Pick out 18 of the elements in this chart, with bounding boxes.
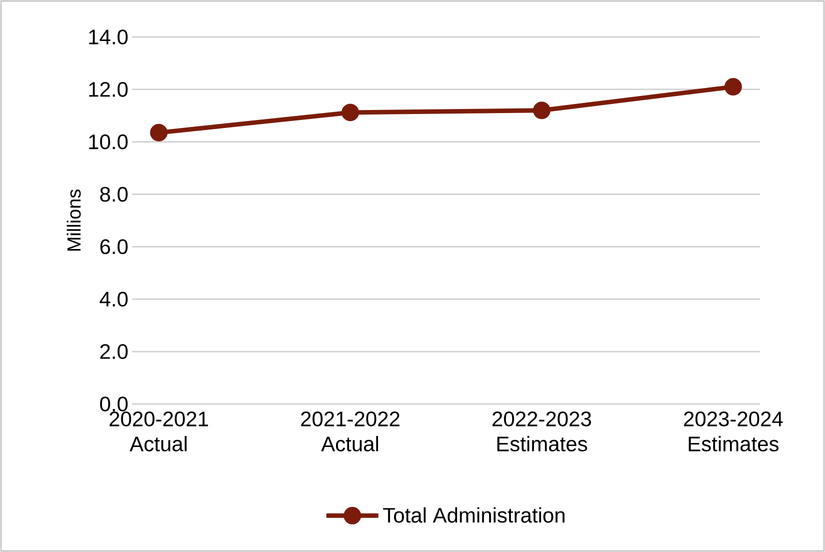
legend-label: Total Administration — [383, 507, 564, 523]
point — [150, 124, 168, 142]
point — [342, 104, 360, 122]
x-tick-label: 2022-2023 Estimates — [492, 412, 592, 452]
y-tick-label: 2.0 — [100, 344, 128, 360]
x-tick-label: 2023-2024 Estimates — [684, 412, 783, 452]
y-tick-label: 10.0 — [89, 134, 128, 150]
y-tick-label: 8.0 — [100, 186, 128, 202]
y-tick-label: 0.0 — [100, 396, 128, 412]
point — [532, 102, 550, 120]
y-tick-label: 14.0 — [89, 30, 128, 44]
y-tick-label: 6.0 — [100, 239, 128, 254]
point — [724, 78, 742, 96]
y-axis-title: Millions — [66, 190, 81, 251]
y-tick-label: 4.0 — [100, 292, 128, 307]
x-tick-label: 2021-2022 Actual — [301, 412, 400, 452]
y-tick-label: 12.0 — [89, 82, 128, 97]
x-tick-label: 2020-2021 Actual — [110, 412, 208, 452]
